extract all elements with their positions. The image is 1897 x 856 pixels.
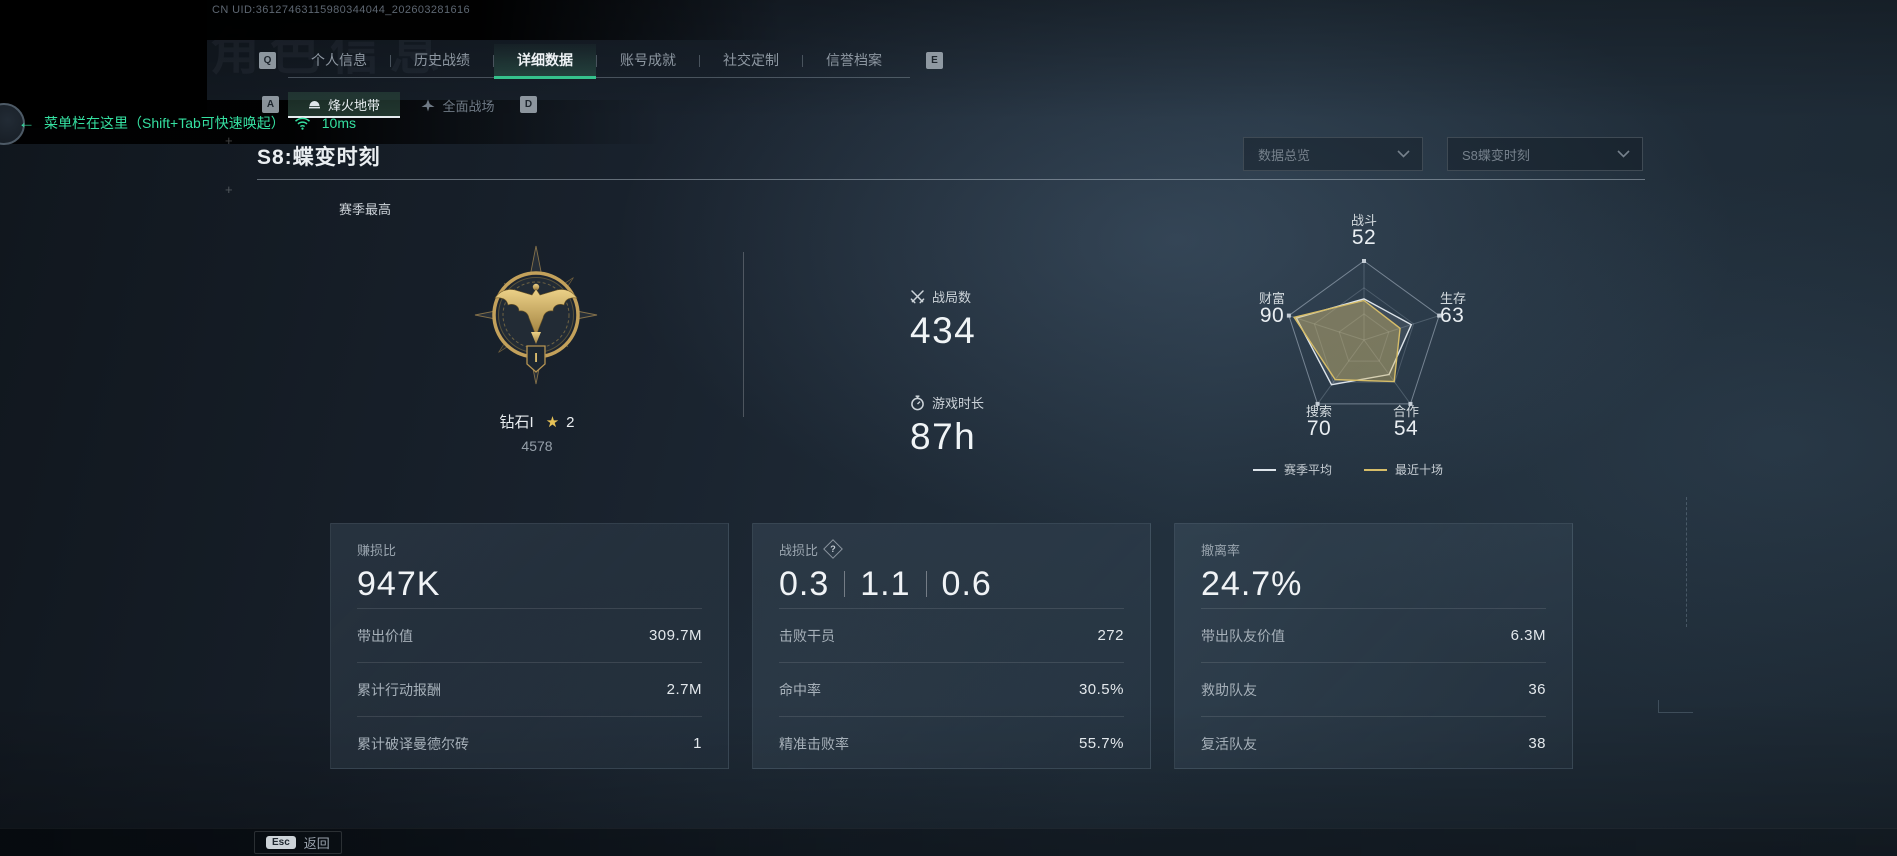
card-extraction-rate: 撤离率 24.7% 带出队友价值 6.3M 救助队友 36 复活队友 38 <box>1174 523 1573 769</box>
rank-tier-line: 钻石I ★ 2 <box>437 411 637 432</box>
stat-label: 战局数 <box>932 290 972 305</box>
card-big-value: 24.7% <box>1201 564 1303 603</box>
stopwatch-icon <box>911 394 924 410</box>
radar-chart: 战斗 52 生存 63 合作 54 搜索 70 财富 90 赛季平均 最近十场 <box>1245 208 1495 490</box>
medal-numeral: I <box>534 350 538 365</box>
radar-svg <box>1286 259 1442 406</box>
keycap-next-subtab: D <box>520 96 537 113</box>
subtab-label: 全面战场 <box>442 98 495 114</box>
card-title: 撤离率 <box>1201 542 1241 558</box>
radar-legend: 赛季平均 最近十场 <box>1253 461 1443 478</box>
decorative-corner-mark <box>1658 700 1693 713</box>
legend-recent-ten: 最近十场 <box>1364 461 1443 478</box>
back-label: 返回 <box>303 836 330 851</box>
tab-separator <box>699 54 700 67</box>
tab-separator <box>390 54 391 67</box>
stat-playtime: 游戏时长 87h <box>910 393 984 458</box>
season-title: S8:蝶变时刻 <box>257 146 381 169</box>
star-icon: ★ <box>545 414 560 431</box>
card-big-value: 0.3 1.1 0.6 <box>779 564 992 603</box>
tab-detailed-data[interactable]: 详细数据 <box>494 44 596 79</box>
tab-separator <box>493 54 494 67</box>
radar-axis-combat: 战斗 52 <box>1350 213 1377 249</box>
mode-subtab-bar: 烽火地带 全面战场 <box>288 92 514 118</box>
radar-axis-coop: 合作 54 <box>1392 404 1419 440</box>
keycap-prev-tab: Q <box>259 52 276 69</box>
tab-history[interactable]: 历史战绩 <box>414 52 470 68</box>
card-row: 累计行动报酬 2.7M <box>357 662 702 716</box>
card-big-value: 947K <box>357 564 441 603</box>
season-best-label: 赛季最高 <box>339 202 392 217</box>
legend-line-white <box>1253 468 1276 471</box>
season-select-dropdown[interactable]: S8蝶变时刻 <box>1447 137 1643 171</box>
card-row: 命中率 30.5% <box>779 662 1124 716</box>
stat-battles: 战局数 434 <box>910 287 976 352</box>
crosshair-mark: + <box>225 133 233 148</box>
stat-label: 游戏时长 <box>932 396 985 411</box>
crosshair-mark: + <box>225 182 233 197</box>
menu-hint-bar: ← 菜单栏在这里（Shift+Tab可快速唤起） 10ms <box>18 113 356 133</box>
subtab-hazard-zone[interactable]: 烽火地带 <box>288 92 400 118</box>
vertical-divider <box>743 252 744 417</box>
rank-star-level: 2 <box>566 414 575 431</box>
legend-season-average: 赛季平均 <box>1253 461 1332 478</box>
back-button[interactable]: Esc 返回 <box>254 831 342 854</box>
help-icon[interactable]: ? <box>823 539 843 559</box>
dropdown-value: S8蝶变时刻 <box>1462 147 1530 163</box>
card-row: 带出价值 309.7M <box>357 608 702 662</box>
card-title: 赚损比 <box>357 542 397 558</box>
rank-tier: 钻石I <box>499 414 534 431</box>
card-row: 复活队友 38 <box>1201 716 1546 770</box>
helmet-icon <box>308 101 320 109</box>
subtab-label: 烽火地带 <box>327 97 380 113</box>
header-divider <box>257 179 1645 180</box>
data-overview-dropdown[interactable]: 数据总览 <box>1243 137 1423 171</box>
card-row: 救助队友 36 <box>1201 662 1546 716</box>
rank-medal: I <box>474 245 598 385</box>
card-profit-loss: 赚损比 947K 带出价值 309.7M 累计行动报酬 2.7M 累计破译曼德尔砖 1 <box>330 523 729 769</box>
wifi-icon <box>294 117 310 130</box>
menu-hint-text: 菜单栏在这里（Shift+Tab可快速唤起） <box>44 115 285 131</box>
card-row: 击败干员 272 <box>779 608 1124 662</box>
account-uid: CN UID:36127463115980344044_202603281616 <box>212 4 471 16</box>
stat-value: 87h <box>910 416 977 457</box>
chevron-down-icon <box>1617 150 1630 158</box>
tab-personal-info[interactable]: 个人信息 <box>311 52 367 68</box>
tab-achievements[interactable]: 账号成就 <box>620 52 676 68</box>
radar-axis-survival: 生存 63 <box>1440 291 1467 327</box>
ping-value: 10ms <box>321 115 356 131</box>
decorative-dashed-line <box>1686 497 1687 627</box>
tab-social[interactable]: 社交定制 <box>723 52 779 68</box>
subtab-warfare[interactable]: 全面战场 <box>402 92 514 118</box>
footer-bar: Esc 返回 <box>0 828 1897 856</box>
card-title: 战损比 <box>779 542 819 558</box>
stat-value: 434 <box>910 310 977 351</box>
stat-cards-row: 赚损比 947K 带出价值 309.7M 累计行动报酬 2.7M 累计破译曼德尔砖 1… <box>330 523 1573 769</box>
main-tab-bar: 个人信息 历史战绩 详细数据 账号成就 社交定制 信誉档案 <box>288 44 910 79</box>
rank-score: 4578 <box>521 438 553 454</box>
keycap-prev-subtab: A <box>262 96 279 113</box>
card-row: 带出队友价值 6.3M <box>1201 608 1546 662</box>
chevron-down-icon <box>1397 150 1410 158</box>
esc-keycap: Esc <box>266 836 296 849</box>
dropdown-value: 数据总览 <box>1258 147 1311 163</box>
tab-separator <box>596 54 597 67</box>
back-arrow-icon[interactable]: ← <box>18 113 35 132</box>
legend-line-gold <box>1364 468 1388 471</box>
keycap-next-tab: E <box>926 52 943 69</box>
tab-separator <box>802 54 803 67</box>
tab-reputation[interactable]: 信誉档案 <box>826 52 882 68</box>
card-row: 累计破译曼德尔砖 1 <box>357 716 702 770</box>
radar-axis-wealth: 财富 90 <box>1258 291 1285 327</box>
top-black-gradient <box>207 0 807 40</box>
card-row: 精准击败率 55.7% <box>779 716 1124 770</box>
jet-icon <box>421 99 435 111</box>
card-kd-ratio: 战损比 ? 0.3 1.1 0.6 击败干员 272 命中率 30.5% 精准击败率 55… <box>752 523 1151 769</box>
crossed-swords-icon <box>910 290 925 304</box>
radar-axis-search: 搜索 70 <box>1305 404 1332 440</box>
